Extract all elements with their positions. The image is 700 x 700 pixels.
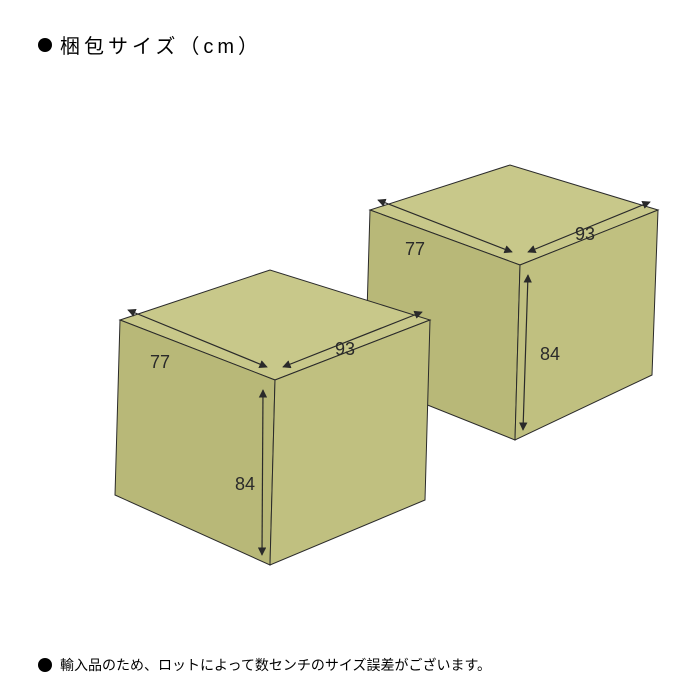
box-back-dim-depth-label: 77 [405,239,425,259]
box-front: 77 93 84 [115,270,430,565]
diagram-canvas: 77 93 84 77 93 84 [0,0,700,700]
box-front-dim-width-label: 93 [335,339,355,359]
box-back-dim-height-label: 84 [540,344,560,364]
footer-row: 輸入品のため、ロットによって数センチのサイズ誤差がございます。 [38,655,491,675]
box-front-dim-height-label: 84 [235,474,255,494]
bullet-icon [38,658,52,672]
box-back-dim-width-label: 93 [575,224,595,244]
box-front-dim-depth-label: 77 [150,352,170,372]
footer-note: 輸入品のため、ロットによって数センチのサイズ誤差がございます。 [60,655,491,675]
